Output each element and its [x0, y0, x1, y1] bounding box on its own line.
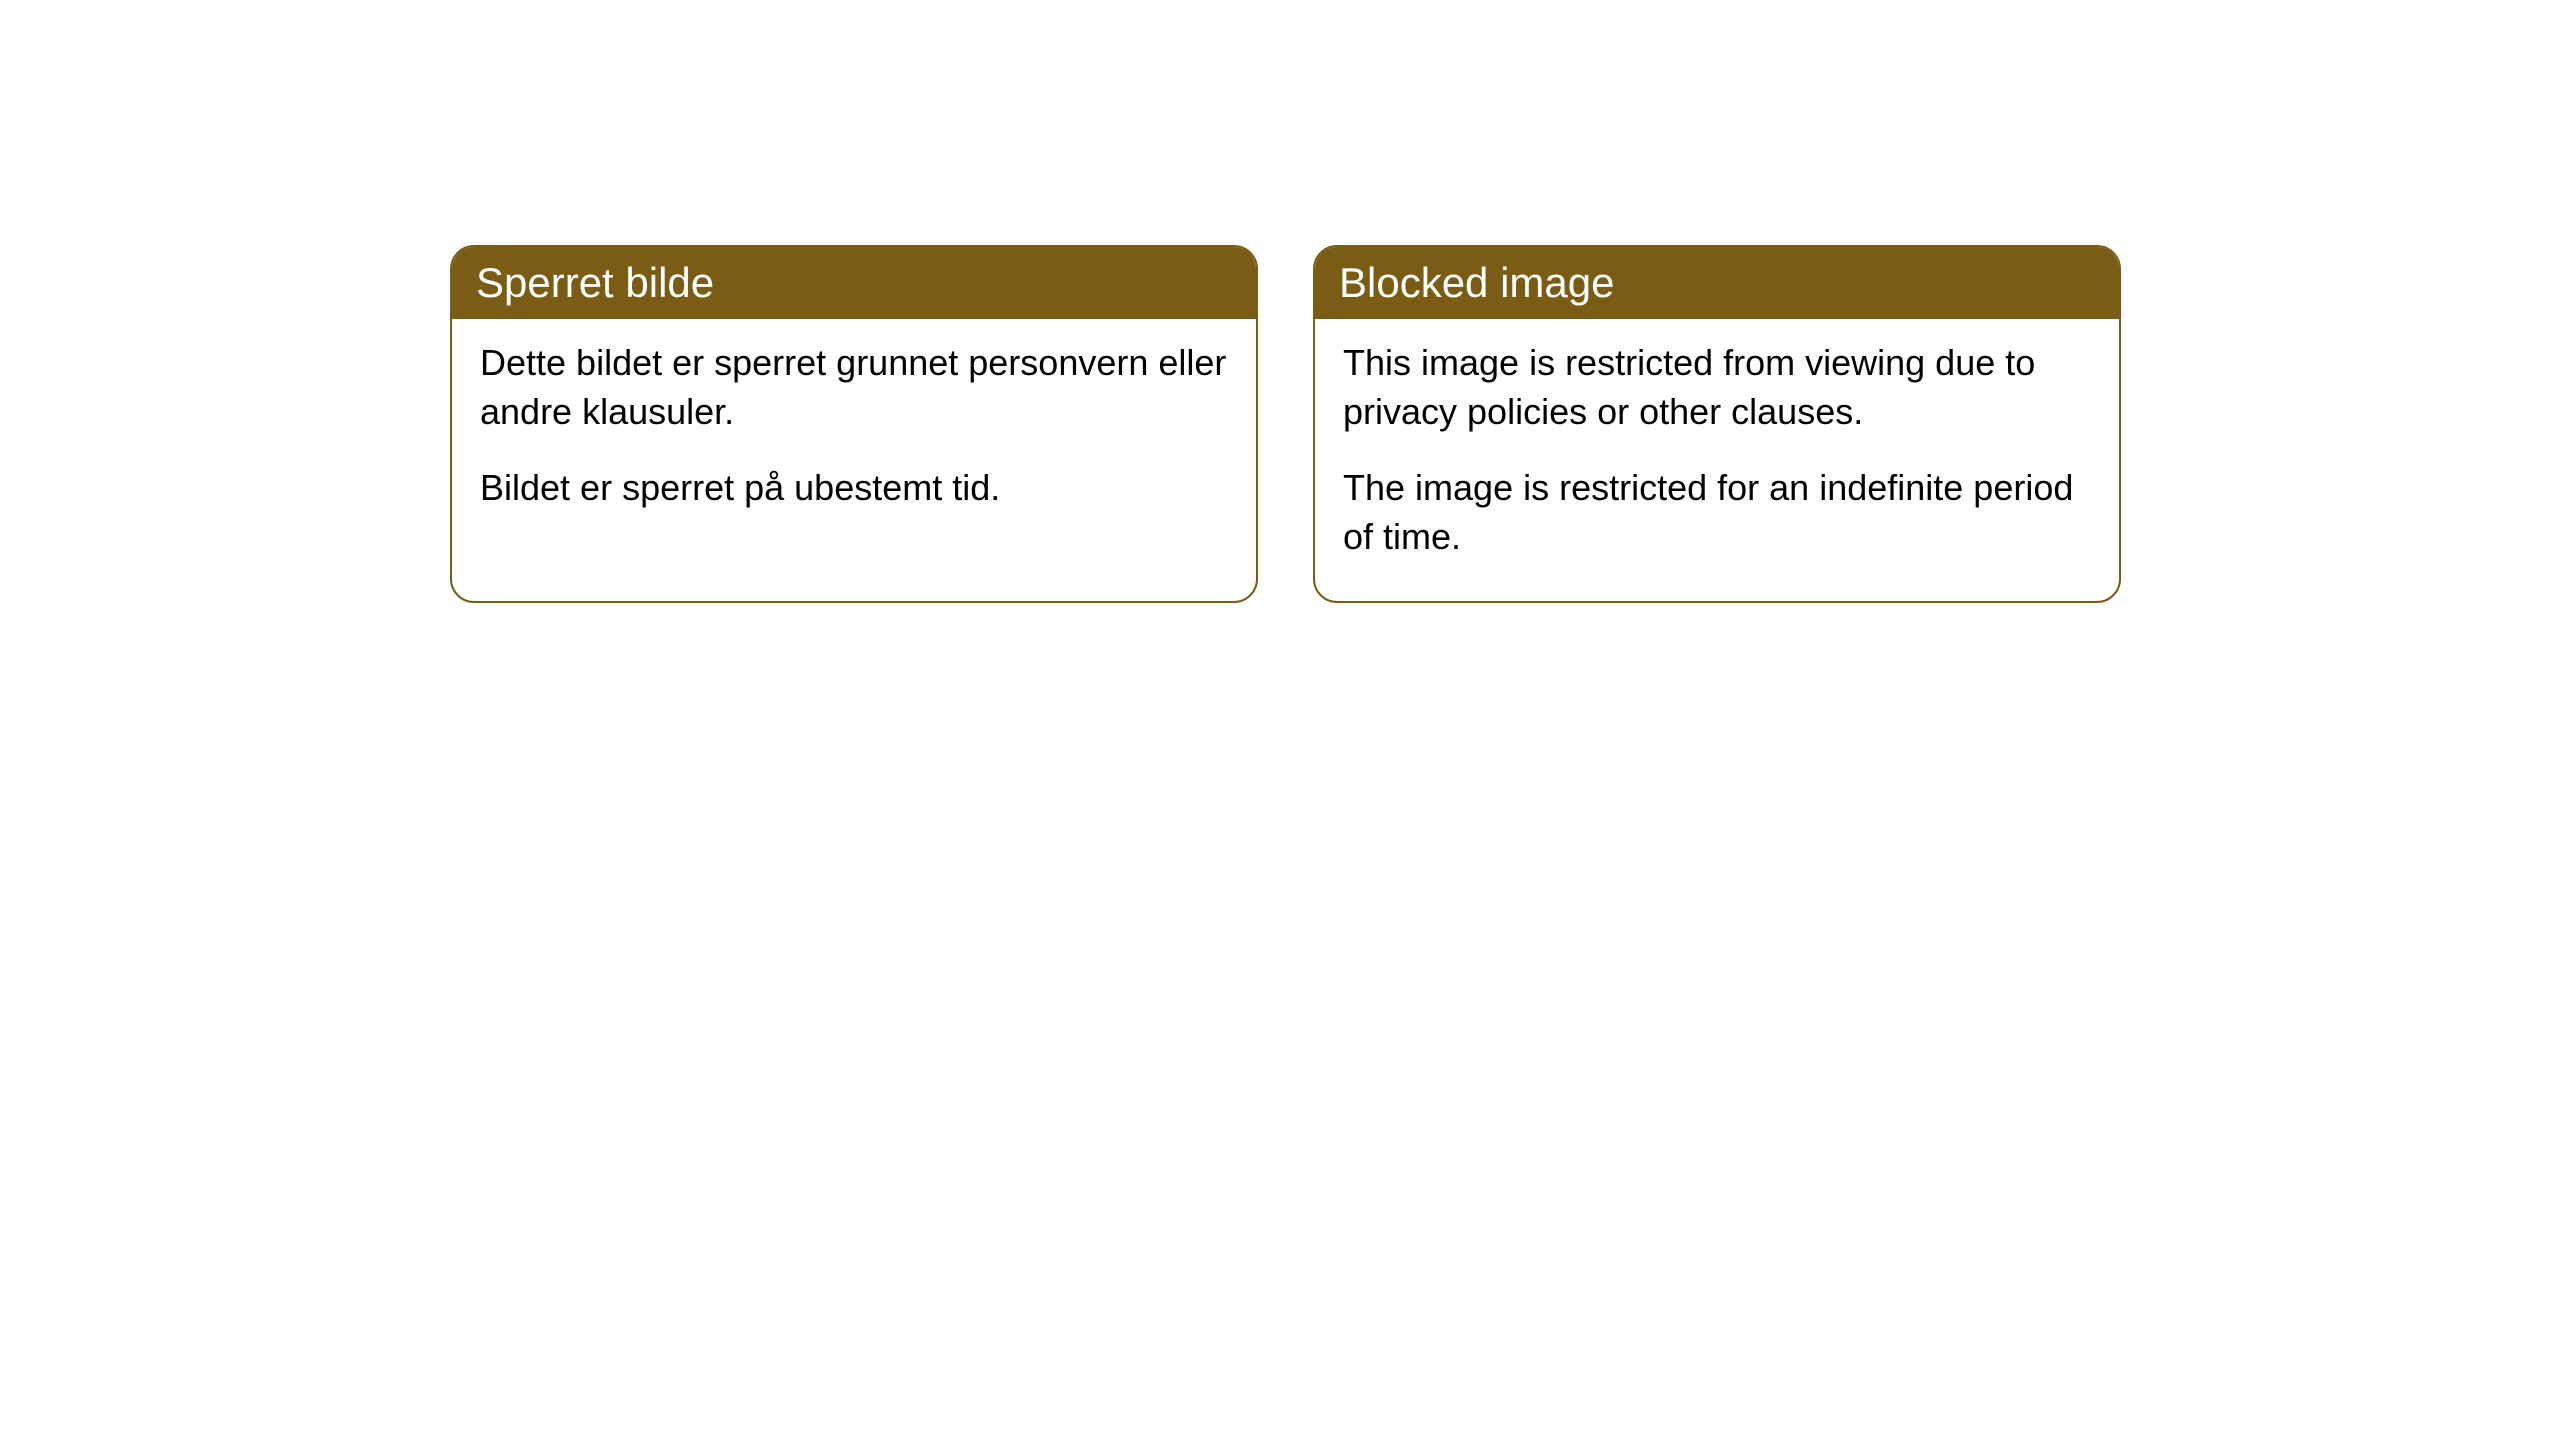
card-title: Blocked image — [1339, 259, 1614, 306]
card-paragraph-2: Bildet er sperret på ubestemt tid. — [480, 464, 1228, 513]
cards-container: Sperret bilde Dette bildet er sperret gr… — [450, 245, 2121, 603]
card-english: Blocked image This image is restricted f… — [1313, 245, 2121, 603]
card-body: Dette bildet er sperret grunnet personve… — [452, 319, 1256, 553]
card-paragraph-1: This image is restricted from viewing du… — [1343, 339, 2091, 436]
card-paragraph-1: Dette bildet er sperret grunnet personve… — [480, 339, 1228, 436]
card-header: Blocked image — [1315, 247, 2119, 319]
card-body: This image is restricted from viewing du… — [1315, 319, 2119, 601]
card-paragraph-2: The image is restricted for an indefinit… — [1343, 464, 2091, 561]
card-header: Sperret bilde — [452, 247, 1256, 319]
card-norwegian: Sperret bilde Dette bildet er sperret gr… — [450, 245, 1258, 603]
card-title: Sperret bilde — [476, 259, 714, 306]
